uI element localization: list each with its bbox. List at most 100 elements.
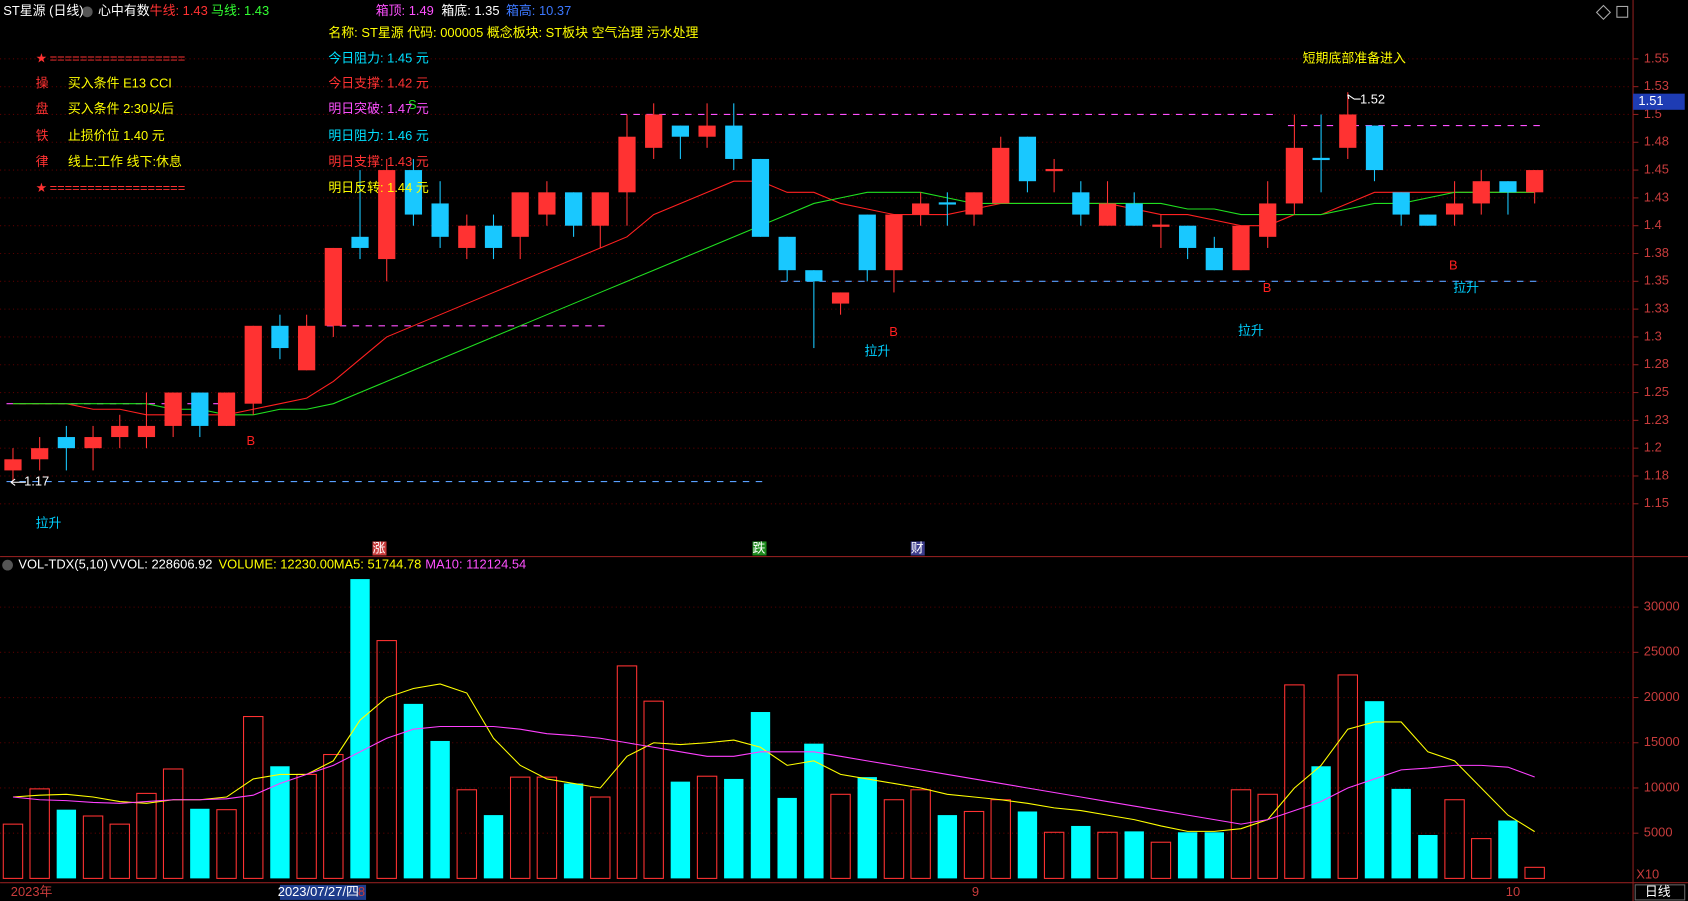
- candle-body: [725, 125, 743, 159]
- annotation: 短期底部准备进入: [1303, 51, 1406, 66]
- panel-label: 律: [36, 154, 49, 169]
- annotation: 拉升: [864, 343, 890, 358]
- candle-body: [431, 203, 449, 237]
- period-button[interactable]: 日线: [1645, 884, 1671, 899]
- volume-bar: [1337, 674, 1359, 879]
- marker: 财: [911, 540, 924, 555]
- x-tick-label: 2023年: [11, 884, 53, 899]
- annotation: 拉升: [36, 516, 62, 531]
- y-tick-label: 1.35: [1644, 273, 1669, 288]
- y-tick-label: 1.38: [1644, 245, 1669, 260]
- volume-bar: [1524, 866, 1545, 879]
- marker-box: [372, 541, 387, 556]
- icon-square[interactable]: [1616, 5, 1629, 18]
- panel-label: ★: [36, 51, 48, 66]
- x-tick-label: 8: [358, 884, 365, 899]
- annotation: B: [1263, 280, 1272, 295]
- volume-bar: [270, 766, 290, 879]
- icon-diamond[interactable]: [1595, 4, 1612, 20]
- candle-body: [57, 437, 75, 449]
- marker-box: [752, 541, 767, 556]
- y-tick-label: 1.33: [1644, 301, 1669, 316]
- volume-bar: [563, 783, 584, 879]
- volume-bar: [2, 823, 24, 879]
- volume-bar: [1150, 841, 1172, 879]
- header-text: 马线: 1.43: [211, 3, 269, 18]
- candle-body: [1472, 181, 1490, 204]
- candle-body: [618, 136, 636, 193]
- volume-bar: [509, 776, 531, 879]
- volume-bar: [750, 712, 771, 879]
- info-text: 明日反转: 1.44 元: [328, 180, 429, 195]
- icon-dropdown[interactable]: [2, 559, 13, 571]
- info-text: 今日阻力: 1.45 元: [328, 51, 429, 66]
- volume-bar: [1204, 832, 1224, 879]
- plot: 1.15 1.18 1.2 1.23 1.25 1.28 1.3 1.33 1.35 1.38 1.…: [0, 3, 1686, 901]
- y-tick-label: 1.25: [1644, 384, 1669, 399]
- arrow: [10, 478, 26, 486]
- candle-body: [137, 425, 156, 438]
- candle-body: [1445, 203, 1464, 215]
- candle-body: [1125, 203, 1143, 226]
- header-text: 心中有数: [98, 3, 150, 18]
- candle-body: [1232, 225, 1250, 271]
- period-box[interactable]: [1634, 884, 1686, 901]
- volume-bar: [456, 789, 478, 879]
- panel-label: ★: [36, 180, 48, 195]
- volume-bar: [1097, 831, 1118, 879]
- panel-text: ==================: [50, 51, 186, 66]
- volume-bar: [243, 715, 264, 879]
- volume-bar: [1498, 820, 1518, 879]
- candle-body: [217, 392, 236, 426]
- volume-bar: [1311, 766, 1331, 879]
- candle-body: [458, 225, 476, 248]
- volume-header: MA5: 51744.78: [334, 557, 422, 572]
- volume-bar: [777, 797, 797, 879]
- marker-box: [910, 541, 925, 556]
- volume-multiplier: X10: [1636, 867, 1659, 882]
- panel-text: 止损价位 1.40 元: [68, 128, 165, 143]
- candle-body: [1259, 203, 1277, 237]
- volume-bar: [1471, 838, 1492, 879]
- candle-body: [805, 270, 823, 282]
- annotation: 拉升: [1453, 280, 1479, 295]
- volume-bar: [616, 665, 638, 879]
- candle-body: [298, 325, 316, 371]
- y-tick-label: 1.18: [1644, 467, 1669, 482]
- volume-bar: [323, 753, 344, 879]
- volume-bar: [1391, 788, 1411, 879]
- box-info: 箱底: 1.35: [441, 3, 499, 18]
- candle-body: [751, 158, 770, 237]
- candle-body: [965, 192, 983, 215]
- header-text: ST星源 (日线): [3, 3, 83, 18]
- y-tick-label: 1.23: [1644, 412, 1669, 427]
- candle-body: [1365, 125, 1384, 171]
- header-text: 牛线: 1.43: [150, 3, 208, 18]
- candle-body: [4, 459, 22, 471]
- candle-body: [591, 192, 609, 226]
- volume-bar: [696, 775, 718, 879]
- x-tick-label: 2023/07/27/四: [278, 884, 359, 899]
- marker: 涨: [373, 540, 386, 555]
- icon-dropdown[interactable]: [81, 6, 93, 18]
- volume-bar: [670, 781, 691, 879]
- volume-bar: [1017, 811, 1038, 879]
- annotation: B: [889, 324, 898, 339]
- candle-body: [111, 425, 129, 438]
- panel-label: 铁: [36, 128, 49, 143]
- candle-body: [858, 214, 876, 271]
- y-tick-label: 1.28: [1644, 356, 1669, 371]
- candle-body: [244, 325, 262, 404]
- cursor-date-box: [279, 884, 367, 900]
- price-box: [1633, 93, 1685, 110]
- candle-body: [912, 203, 930, 215]
- volume-bar: [804, 743, 824, 879]
- panel-text: ==================: [50, 180, 186, 195]
- volume-bar: [937, 815, 958, 879]
- candle-body: [1419, 214, 1437, 226]
- candle-body: [484, 225, 503, 248]
- candle-body: [992, 147, 1010, 204]
- volume-bar: [1418, 834, 1438, 879]
- box-info: 箱顶: 1.49: [376, 3, 434, 18]
- volume-bar: [430, 740, 450, 879]
